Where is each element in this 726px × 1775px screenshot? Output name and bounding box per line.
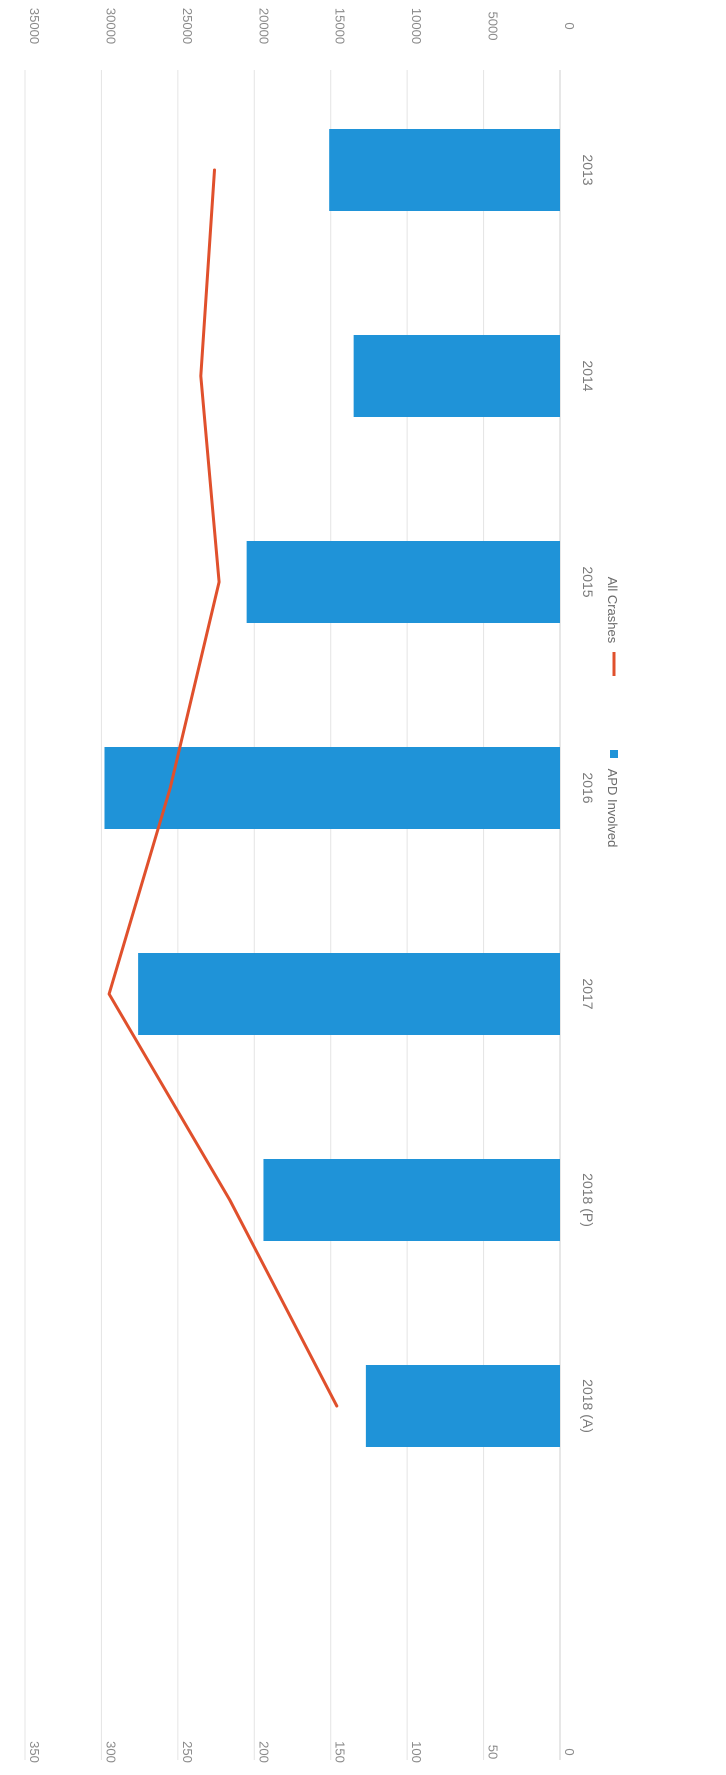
secondary-tick-label: 0 (562, 22, 577, 29)
category-label: 2016 (580, 772, 596, 803)
legend: APD Involved All Crashes (605, 577, 620, 848)
secondary-tick-label: 35000 (27, 8, 42, 44)
secondary-tick-label: 25000 (180, 8, 195, 44)
bar-series-apd-involved (104, 129, 560, 1447)
primary-tick-label: 100 (409, 1741, 424, 1763)
category-axis-labels: 2013 2014 2015 2016 2017 2018 (P) 2018 (A) (580, 154, 596, 1432)
secondary-tick-label: 5000 (486, 12, 501, 41)
primary-tick-label: 50 (486, 1745, 501, 1759)
primary-tick-label: 250 (180, 1741, 195, 1763)
category-label: 2017 (580, 978, 596, 1009)
gridlines (24, 70, 561, 1760)
primary-tick-label: 300 (103, 1741, 118, 1763)
secondary-tick-label: 20000 (256, 8, 271, 44)
legend-label-apd-involved: APD Involved (605, 769, 620, 848)
bar-apd-involved (138, 953, 560, 1035)
category-label: 2013 (580, 154, 596, 185)
bar-apd-involved (353, 335, 560, 417)
primary-tick-label: 350 (27, 1741, 42, 1763)
secondary-tick-label: 30000 (103, 8, 118, 44)
category-label: 2018 (A) (580, 1379, 596, 1433)
bar-apd-involved (329, 129, 560, 211)
secondary-axis-ticks: 0 5000 10000 15000 20000 25000 30000 35000 (27, 8, 577, 44)
primary-axis-ticks: 0 50 100 150 200 250 300 350 (27, 1741, 577, 1763)
category-label: 2018 (P) (580, 1173, 596, 1227)
bar-apd-involved (365, 1365, 560, 1447)
category-label: 2015 (580, 566, 596, 597)
secondary-tick-label: 10000 (409, 8, 424, 44)
bar-apd-involved (104, 747, 560, 829)
bar-apd-involved (263, 1159, 560, 1241)
primary-tick-label: 0 (562, 1748, 577, 1755)
secondary-tick-label: 15000 (333, 8, 348, 44)
primary-tick-label: 200 (256, 1741, 271, 1763)
primary-tick-label: 150 (333, 1741, 348, 1763)
category-label: 2014 (580, 360, 596, 391)
line-series-all-crashes (107, 168, 339, 1408)
legend-swatch-apd-involved (610, 750, 618, 758)
bar-apd-involved (246, 541, 560, 623)
legend-label-all-crashes: All Crashes (605, 577, 620, 644)
